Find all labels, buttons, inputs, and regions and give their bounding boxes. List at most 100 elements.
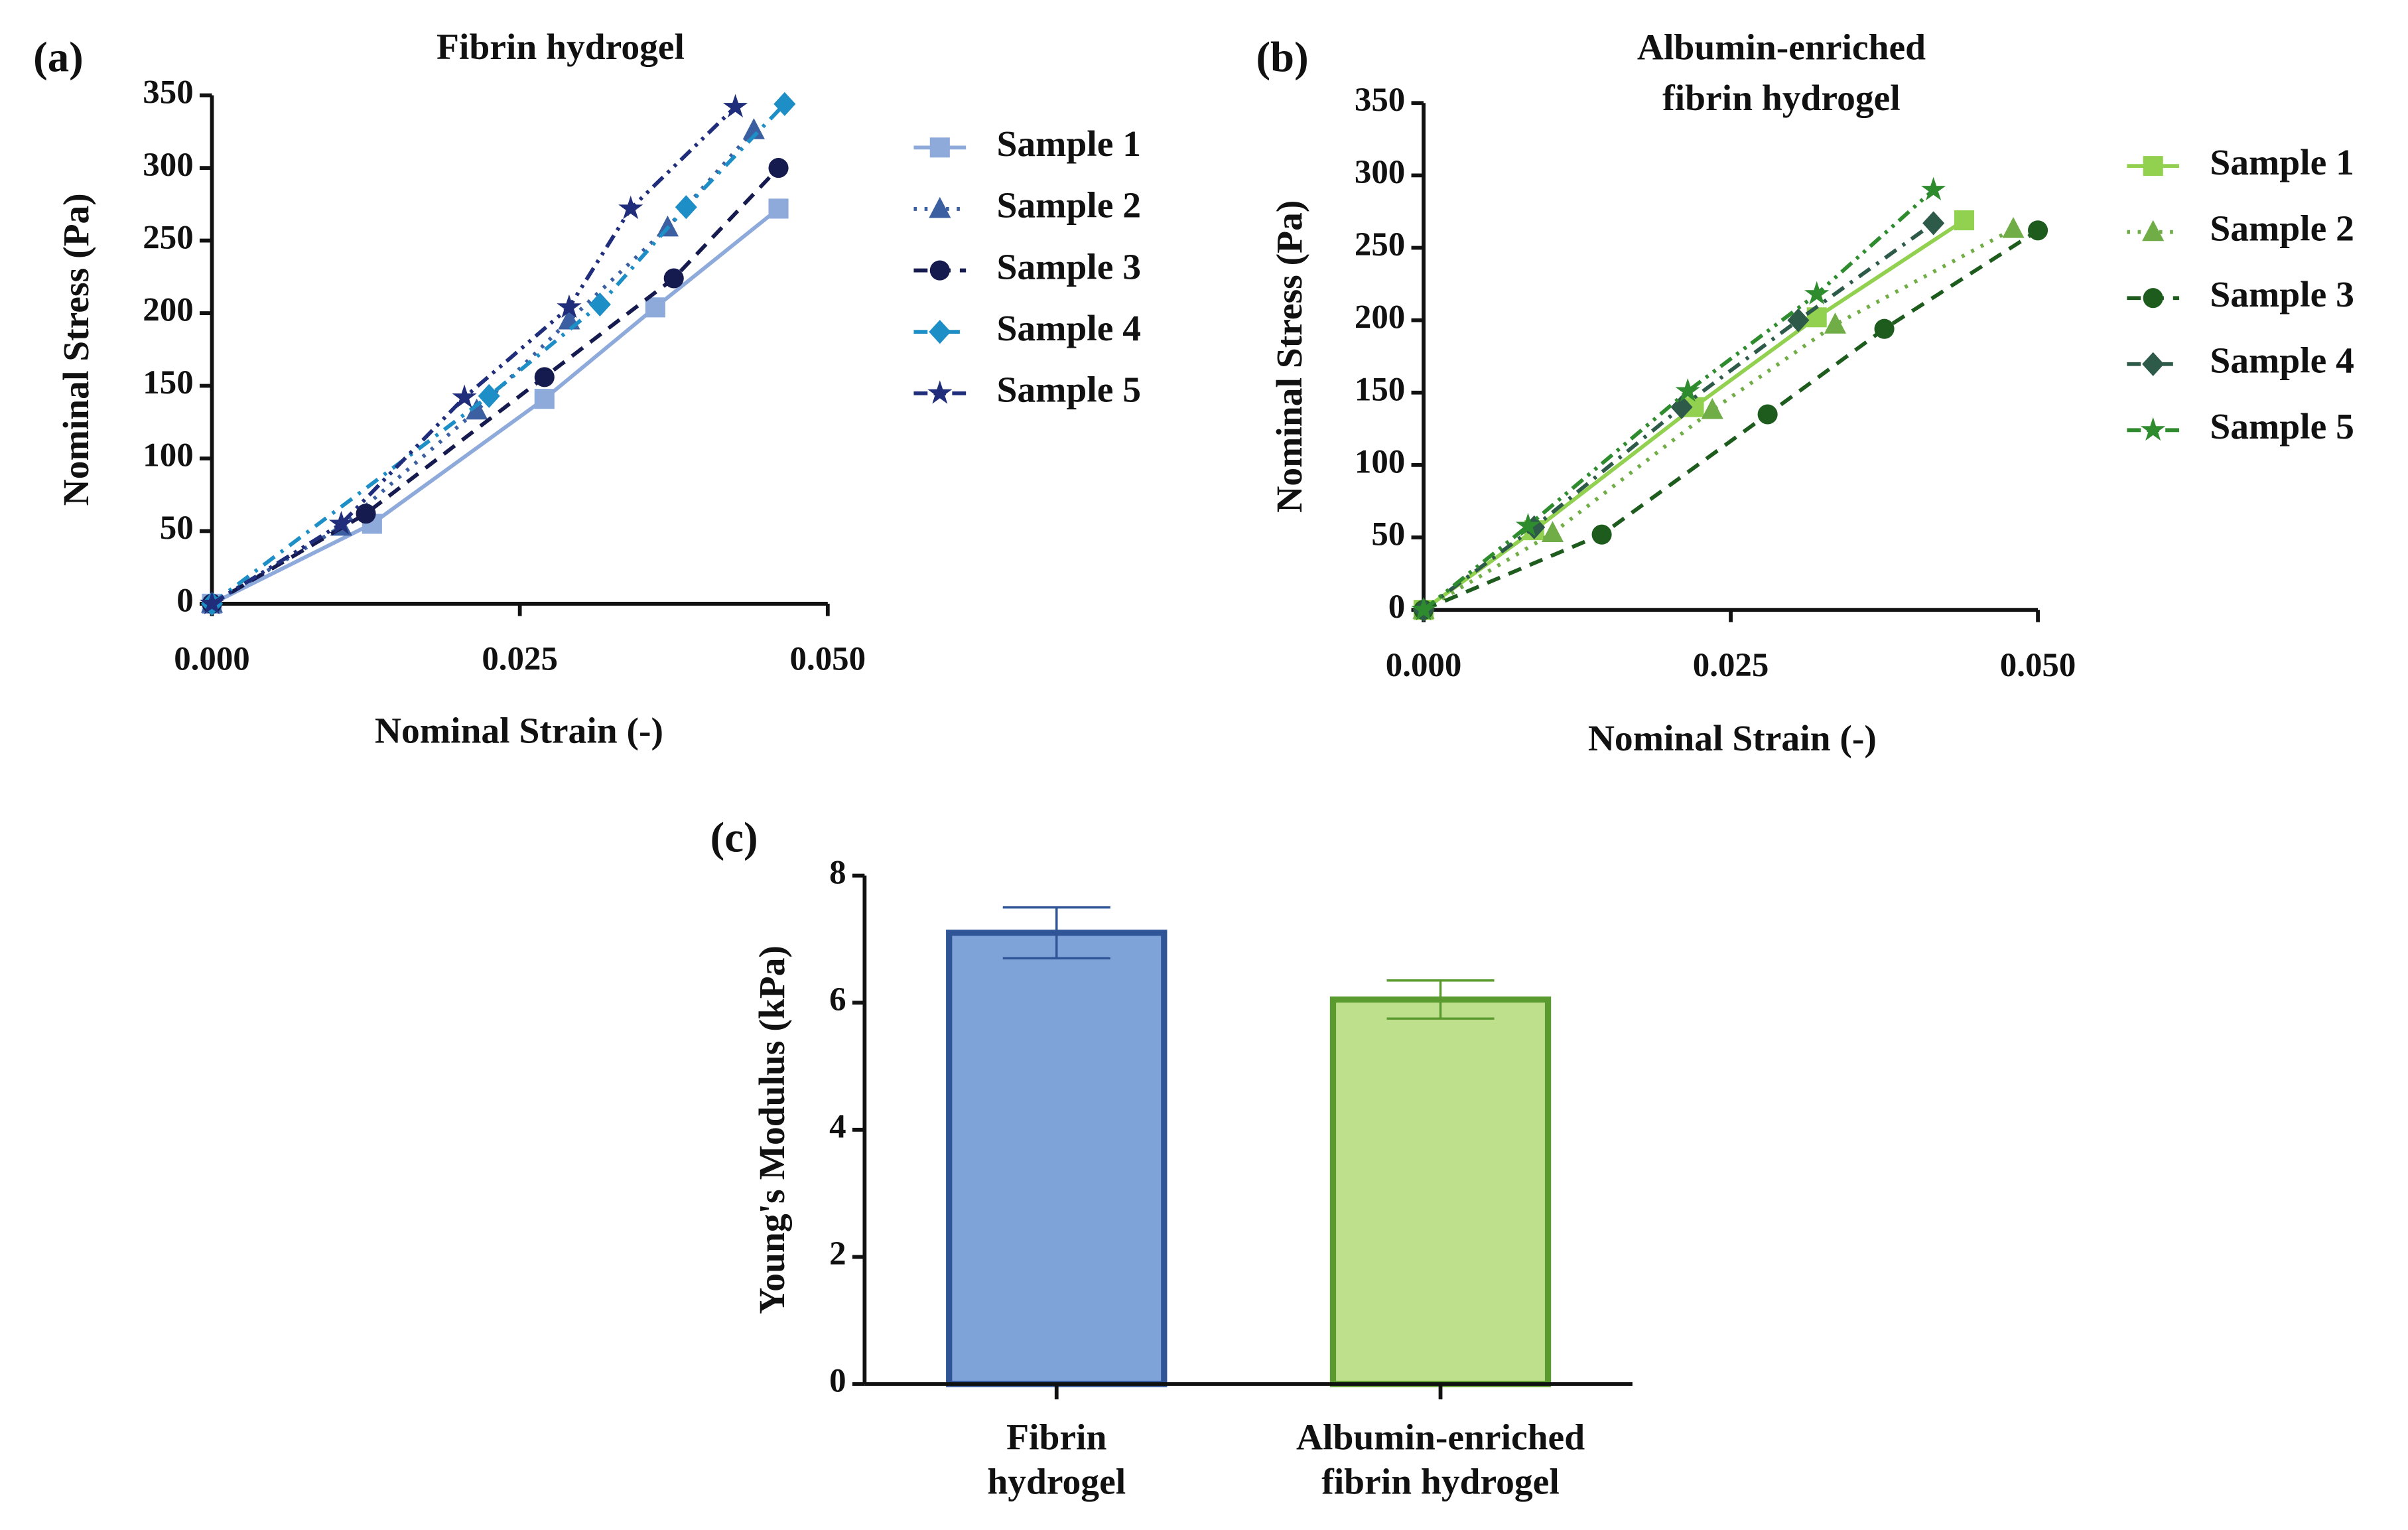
y-tick-label: 150 [1355, 371, 1405, 408]
legend-label: Sample 5 [996, 370, 1141, 411]
marker [929, 320, 951, 344]
x-axis-label: Nominal Strain (-) [375, 710, 663, 751]
error-bar [1386, 979, 1495, 1020]
y-tick-label: 250 [143, 219, 193, 256]
y-tick-label: 0 [176, 583, 193, 620]
y-tick-label: 2 [829, 1235, 846, 1273]
series-line [211, 207, 780, 606]
x-axis-label: Nominal Strain (-) [1588, 718, 1877, 759]
marker [1541, 521, 1564, 543]
marker [929, 260, 950, 281]
legend-label: Sample 4 [2210, 340, 2354, 382]
marker [768, 198, 789, 219]
marker [557, 294, 582, 318]
x-tick-label: 0.025 [482, 641, 558, 678]
x-tick-label: 0.000 [1386, 647, 1462, 684]
series-line [210, 129, 756, 606]
marker [663, 268, 684, 289]
series-line [1422, 227, 2015, 612]
marker [1411, 596, 1436, 621]
legend-label: Sample 2 [996, 185, 1141, 226]
marker [929, 137, 950, 158]
marker [452, 384, 477, 408]
marker [1874, 318, 1895, 339]
marker [742, 118, 765, 139]
x-tick-label: Albumin-enriched fibrin hydrogel [1296, 1417, 1585, 1502]
y-axis-label: Young's Modulus (kPa) [752, 945, 793, 1314]
marker [675, 195, 697, 220]
marker [1787, 308, 1810, 332]
y-tick-label: 50 [1371, 516, 1405, 553]
panel-label: (a) [33, 34, 84, 82]
marker [927, 380, 953, 404]
chart-title: Fibrin hydrogel [436, 27, 685, 68]
y-tick-label: 150 [143, 364, 193, 401]
marker [1824, 313, 1847, 334]
marker [466, 398, 488, 420]
x-tick-label: 0.000 [174, 641, 250, 678]
marker [356, 504, 376, 524]
y-tick-label: 0 [829, 1363, 846, 1400]
y-tick-label: 0 [1388, 589, 1405, 626]
legend-label: Sample 1 [996, 123, 1141, 165]
marker [1757, 404, 1778, 425]
y-tick-label: 8 [829, 854, 846, 891]
legend-label: Sample 3 [2210, 274, 2354, 315]
marker [929, 196, 951, 218]
marker [1804, 281, 1830, 305]
marker [1921, 176, 1946, 201]
series-line [1422, 188, 1935, 612]
series-line [210, 102, 786, 606]
legend-label: Sample 4 [996, 308, 1141, 349]
y-tick-label: 300 [143, 147, 193, 184]
marker [2028, 220, 2048, 241]
x-tick-label: 0.050 [790, 641, 866, 678]
marker [773, 92, 796, 116]
marker [328, 510, 354, 535]
y-tick-label: 6 [829, 981, 846, 1018]
marker [2142, 220, 2165, 242]
marker [768, 158, 789, 178]
marker [1922, 211, 1945, 236]
bar [946, 930, 1168, 1387]
marker [2002, 217, 2025, 238]
y-tick-label: 350 [143, 74, 193, 111]
marker [722, 94, 748, 117]
y-tick-label: 100 [143, 437, 193, 474]
marker [2143, 288, 2163, 309]
marker [1701, 397, 1723, 419]
y-tick-label: 50 [160, 510, 194, 547]
y-tick-label: 300 [1355, 154, 1405, 191]
marker [1515, 513, 1541, 537]
marker [1684, 397, 1704, 417]
error-bar [1002, 906, 1110, 959]
marker [1670, 395, 1693, 419]
marker [534, 389, 555, 409]
y-tick-label: 4 [829, 1109, 846, 1146]
x-tick-label: 0.050 [2000, 647, 2076, 684]
y-axis-label: Nominal Stress (Pa) [56, 193, 97, 506]
marker [2142, 352, 2165, 376]
y-tick-label: 100 [1355, 444, 1405, 481]
marker [1591, 524, 1612, 545]
chart-title: Albumin-enriched fibrin hydrogel [1637, 27, 1926, 118]
y-axis-label: Nominal Stress (Pa) [1269, 200, 1310, 513]
marker [1954, 210, 1974, 231]
panel-label: (b) [1256, 34, 1308, 82]
marker [645, 297, 665, 318]
marker [199, 591, 225, 614]
marker [2141, 417, 2166, 441]
legend-label: Sample 3 [996, 246, 1141, 287]
marker [2143, 156, 2163, 176]
y-tick-label: 250 [1355, 226, 1405, 263]
y-tick-label: 200 [1355, 299, 1405, 336]
marker [534, 367, 555, 387]
legend-label: Sample 1 [2210, 142, 2354, 183]
x-tick-label: 0.025 [1693, 647, 1769, 684]
y-tick-label: 200 [143, 292, 193, 329]
panel-label: (c) [710, 814, 758, 862]
y-tick-label: 350 [1355, 82, 1405, 119]
bar [1329, 996, 1552, 1387]
